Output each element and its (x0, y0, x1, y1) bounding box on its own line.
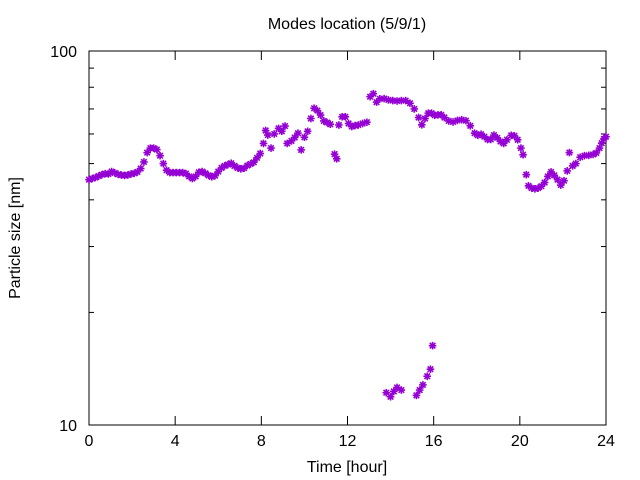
data-point (335, 121, 343, 129)
data-point (294, 129, 302, 137)
data-point (410, 105, 419, 113)
data-point (326, 120, 335, 129)
data-point (419, 381, 427, 389)
data-point (565, 148, 574, 157)
y-axis-label: Particle size [nm] (7, 177, 24, 299)
data-point (354, 121, 363, 129)
data-point (270, 130, 279, 138)
y-tick-label: 100 (50, 44, 77, 61)
data-point (522, 170, 531, 179)
data-point (263, 131, 272, 139)
x-tick-label: 20 (511, 433, 529, 450)
data-point (316, 111, 325, 119)
data-point (363, 118, 371, 127)
data-point (214, 167, 223, 176)
x-tick-label: 24 (597, 433, 615, 450)
x-tick-label: 8 (257, 433, 266, 450)
data-point (249, 158, 258, 167)
data-point (544, 172, 552, 181)
data-point (556, 181, 565, 189)
data-point (256, 149, 265, 158)
x-axis-label: Time [hour] (307, 459, 387, 476)
data-point (428, 341, 437, 350)
data-point (560, 176, 568, 185)
data-point (153, 145, 161, 154)
plot-frame (88, 50, 607, 426)
data-point (341, 112, 350, 121)
x-tick-label: 0 (85, 433, 94, 450)
axis-ticks (88, 50, 607, 426)
data-point (290, 133, 299, 142)
data-point (519, 150, 527, 159)
data-point (553, 175, 562, 184)
data-point (540, 178, 549, 187)
data-point (423, 372, 432, 381)
y-tick-label: 10 (59, 418, 77, 435)
data-point (418, 120, 426, 129)
data-point (503, 135, 511, 144)
data-point (259, 139, 268, 148)
data-point (426, 365, 435, 373)
data-point (156, 151, 164, 160)
data-point (517, 144, 525, 152)
data-point (592, 149, 601, 157)
data-point (198, 167, 206, 176)
data-point (466, 121, 475, 130)
data-point (406, 99, 414, 108)
data-point (297, 146, 305, 154)
data-point (332, 154, 341, 163)
data-point (277, 127, 286, 136)
data-point (267, 144, 275, 152)
data-point (281, 122, 289, 130)
data-point (344, 119, 353, 128)
data-point (563, 167, 572, 175)
data-point (307, 114, 315, 123)
x-tick-label: 16 (425, 433, 443, 450)
data-point (143, 148, 151, 157)
data-point (602, 132, 610, 141)
data-point (303, 127, 312, 136)
data-point (386, 392, 395, 401)
tick-labels: 0 4 8 12 16 20 24 10 100 (50, 44, 615, 450)
data-point (414, 113, 423, 122)
data-point (300, 133, 309, 142)
data-point (513, 135, 522, 144)
data-point (415, 386, 424, 394)
data-point (369, 89, 378, 98)
data-point (140, 158, 148, 166)
data-point (421, 114, 429, 123)
data-point (136, 164, 145, 173)
data-point (572, 159, 580, 168)
data-point (313, 106, 322, 115)
x-tick-label: 4 (171, 433, 180, 450)
data-point (412, 391, 421, 400)
x-tick-label: 12 (339, 433, 357, 450)
data-points (85, 89, 610, 401)
chart-title: Modes location (5/9/1) (268, 16, 426, 33)
data-point (401, 96, 410, 105)
data-point (462, 116, 470, 125)
data-point (397, 386, 406, 394)
data-point (159, 159, 168, 168)
data-point (486, 135, 495, 144)
